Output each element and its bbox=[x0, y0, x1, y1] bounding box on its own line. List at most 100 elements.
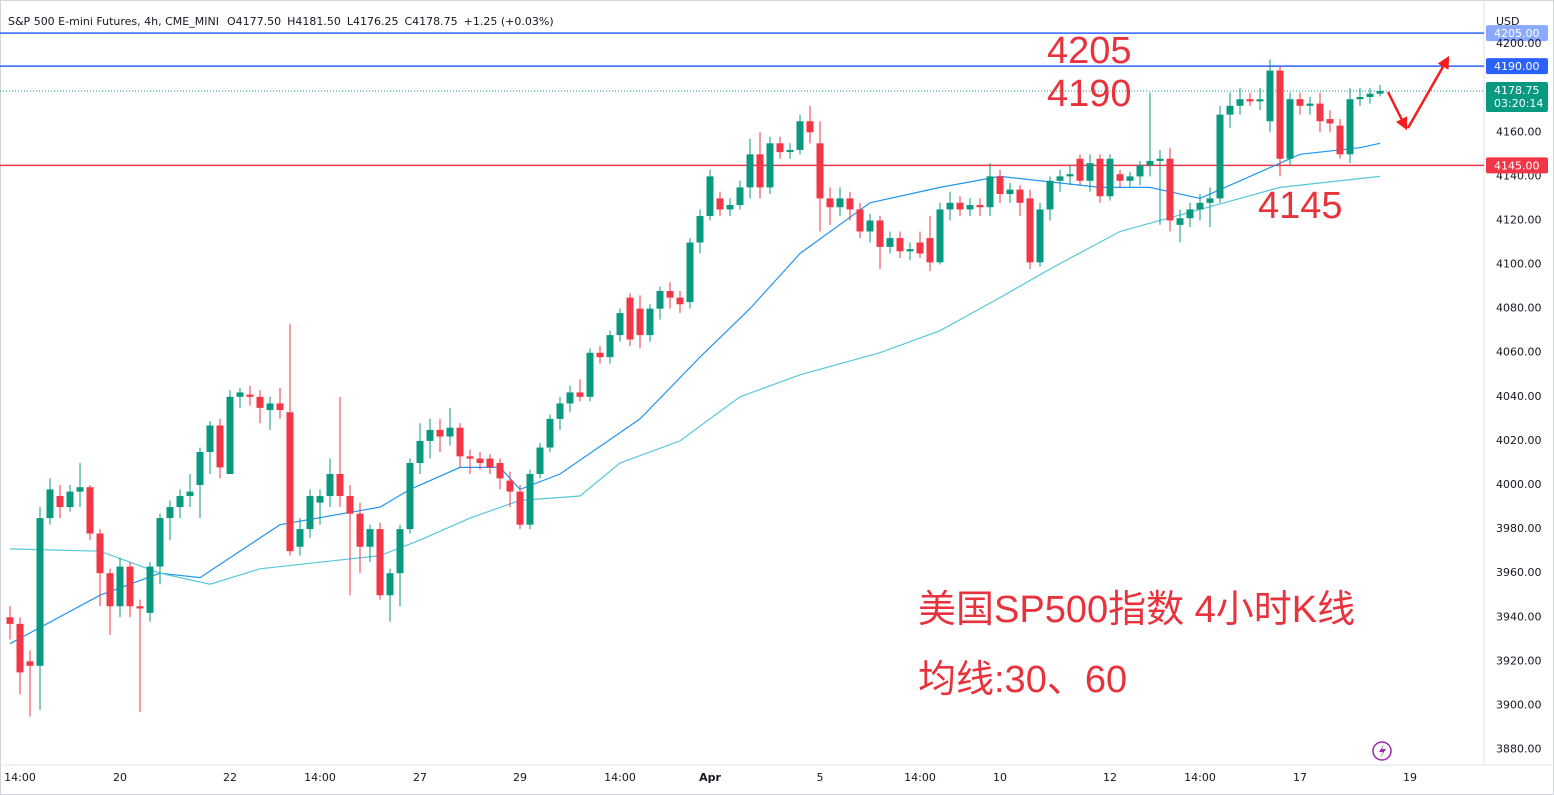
candle-body bbox=[636, 308, 644, 336]
candle-body bbox=[446, 427, 454, 437]
candle-body bbox=[1316, 103, 1324, 122]
y-tick-label: 4100.00 bbox=[1496, 258, 1542, 271]
candle-body bbox=[286, 412, 294, 552]
x-tick-label: 14:00 bbox=[1184, 771, 1216, 784]
annotation: 4205 bbox=[1047, 30, 1132, 72]
candle-body bbox=[626, 297, 634, 340]
candle-body bbox=[876, 220, 884, 247]
x-tick-label: 14:00 bbox=[604, 771, 636, 784]
last-price-box bbox=[1486, 81, 1548, 112]
candle-body bbox=[936, 209, 944, 263]
level-price-box bbox=[1486, 58, 1548, 75]
candle-body bbox=[346, 496, 354, 514]
candle-body bbox=[796, 121, 804, 150]
candle-body bbox=[1126, 176, 1134, 181]
candle-body bbox=[386, 573, 394, 596]
candle-body bbox=[1326, 119, 1334, 124]
candle-body bbox=[1376, 90, 1384, 94]
moving-average bbox=[9, 175, 1381, 585]
candle-body bbox=[786, 149, 794, 153]
candle-body bbox=[336, 473, 344, 497]
candle-body bbox=[766, 143, 774, 188]
candle-body bbox=[1166, 158, 1174, 221]
candle-body bbox=[466, 456, 474, 459]
candle-body bbox=[1076, 158, 1084, 181]
candle-body bbox=[116, 566, 124, 607]
candle-body bbox=[1096, 158, 1104, 197]
candle-body bbox=[546, 418, 554, 448]
candle-body bbox=[1206, 198, 1214, 203]
candle-body bbox=[1196, 202, 1204, 210]
y-tick-label: 4060.00 bbox=[1496, 346, 1542, 359]
x-tick-label: 19 bbox=[1403, 771, 1417, 784]
candle-body bbox=[1176, 218, 1184, 225]
candle-body bbox=[1036, 209, 1044, 263]
overlay bbox=[1372, 55, 1450, 761]
candle-body bbox=[506, 480, 514, 492]
candle-body bbox=[1366, 93, 1374, 98]
candle-body bbox=[846, 198, 854, 210]
candle-body bbox=[1306, 103, 1314, 106]
x-tick-label: 20 bbox=[113, 771, 127, 784]
candle-body bbox=[256, 396, 264, 408]
candle-body bbox=[376, 529, 384, 596]
candle-body bbox=[1346, 99, 1354, 155]
x-tick-label: 5 bbox=[817, 771, 824, 784]
candle-body bbox=[816, 143, 824, 199]
last-price-label: 4178.75 bbox=[1494, 84, 1540, 97]
candle-body bbox=[76, 487, 84, 492]
annotation: 4190 bbox=[1047, 73, 1132, 115]
candle-body bbox=[456, 427, 464, 457]
y-tick-label: 3980.00 bbox=[1496, 522, 1542, 535]
candle-body bbox=[186, 491, 194, 497]
candle-body bbox=[836, 198, 844, 208]
currency: USD bbox=[1496, 15, 1520, 28]
candle-body bbox=[616, 313, 624, 336]
candle-body bbox=[576, 392, 584, 397]
y-tick-label: 4120.00 bbox=[1496, 213, 1542, 226]
candle-body bbox=[1246, 99, 1254, 102]
candle-body bbox=[976, 205, 984, 208]
header-value: H4181.50 bbox=[287, 15, 341, 28]
candle-body bbox=[746, 154, 754, 188]
y-tick-label: 4040.00 bbox=[1496, 390, 1542, 403]
candle-body bbox=[926, 238, 934, 263]
x-tick-label: 14:00 bbox=[904, 771, 936, 784]
countdown-label: 03:20:14 bbox=[1494, 97, 1543, 110]
header-value: +1.25 (+0.03%) bbox=[464, 15, 554, 28]
candle-body bbox=[706, 176, 714, 217]
candle-body bbox=[166, 507, 174, 519]
candle-body bbox=[1276, 70, 1284, 159]
candle-body bbox=[536, 447, 544, 474]
candle-body bbox=[956, 202, 964, 210]
candle-body bbox=[406, 462, 414, 530]
candle-body bbox=[1266, 70, 1274, 122]
y-tick-label: 4160.00 bbox=[1496, 125, 1542, 138]
candle-body bbox=[416, 440, 424, 463]
candle-body bbox=[366, 529, 374, 547]
candle-body bbox=[1006, 189, 1014, 195]
candle-body bbox=[56, 496, 64, 508]
candle-body bbox=[96, 533, 104, 574]
candle-body bbox=[396, 529, 404, 574]
candle-body bbox=[946, 202, 954, 210]
candle-body bbox=[1046, 180, 1054, 210]
candle-body bbox=[1216, 114, 1224, 199]
header-value: L4176.25 bbox=[347, 15, 399, 28]
candle-body bbox=[1256, 99, 1264, 102]
candle-body bbox=[1146, 160, 1154, 166]
candle-body bbox=[646, 308, 654, 336]
candle-body bbox=[856, 209, 864, 232]
x-tick-label: 10 bbox=[993, 771, 1007, 784]
x-tick-label: 14:00 bbox=[4, 771, 36, 784]
candle-body bbox=[426, 429, 434, 441]
candle-body bbox=[146, 566, 154, 613]
x-tick-label: 27 bbox=[413, 771, 427, 784]
candle-body bbox=[476, 458, 484, 463]
candle-body bbox=[756, 154, 764, 188]
lightning-icon[interactable] bbox=[1372, 741, 1392, 761]
candle-body bbox=[906, 249, 914, 252]
candle-body bbox=[266, 403, 274, 411]
x-tick-label: 17 bbox=[1293, 771, 1307, 784]
